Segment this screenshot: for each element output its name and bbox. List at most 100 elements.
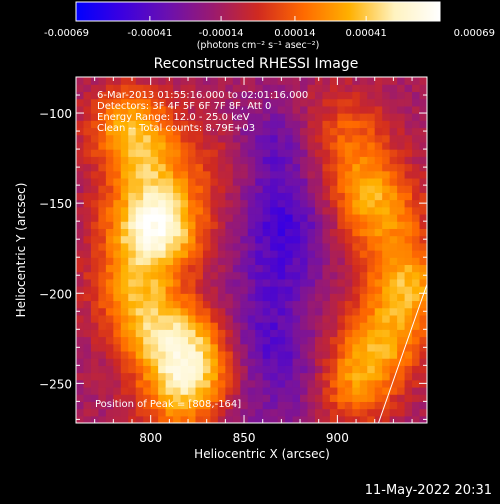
heatmap-cell [195,185,204,193]
heatmap-cell [90,105,100,114]
heatmap-cell [412,156,421,165]
heatmap-cell [367,98,376,107]
heatmap-cell [120,185,129,193]
heatmap-cell [113,250,122,258]
heatmap-cell [165,250,174,258]
heatmap-cell [382,408,391,417]
heatmap-cell [83,307,92,316]
heatmap-cell [382,170,391,179]
heatmap-cell [300,242,309,251]
heatmap-cell [173,127,182,136]
heatmap-cell [314,149,324,157]
heatmap-cell [165,113,174,121]
heatmap-cell [367,401,376,410]
heatmap-cell [300,329,309,338]
heatmap-cell [292,98,301,107]
heatmap-cell [90,213,100,222]
heatmap-cell [202,307,212,316]
heatmap-cell [397,98,406,107]
heatmap-cell [359,257,368,266]
heatmap-cell [128,156,137,165]
heatmap-cell [367,156,376,165]
heatmap-cell [352,105,361,114]
heatmap-cell [344,350,353,359]
heatmap-cell [247,408,256,417]
heatmap-cell [90,343,100,352]
heatmap-cell [210,170,219,179]
heatmap-cell [285,170,294,179]
heatmap-cell [165,293,174,302]
heatmap-cell [83,170,92,179]
heatmap-cell [352,350,361,359]
heatmap-cell [337,120,346,129]
heatmap-cell [98,105,107,114]
heatmap-cell [135,372,144,381]
heatmap-cell [300,170,309,179]
heatmap-cell [240,221,249,229]
heatmap-cell [285,379,294,388]
heatmap-cell [240,213,249,222]
heatmap-cell [98,156,107,165]
heatmap-cell [389,177,398,186]
heatmap-cell [217,350,226,359]
heatmap-cell [344,314,353,323]
heatmap-cell [98,286,107,294]
heatmap-cell [180,314,189,323]
heatmap-cell [98,170,107,179]
heatmap-cell [300,350,309,359]
heatmap-cell [419,408,427,417]
heatmap-cell [412,105,421,114]
heatmap-cell [412,307,421,316]
heatmap-cell [195,293,204,302]
heatmap-cell [165,271,174,280]
heatmap-cell [232,185,241,193]
heatmap-cell [195,235,204,244]
heatmap-cell [262,271,271,280]
heatmap-cell [270,105,279,114]
heatmap-cell [397,120,406,129]
heatmap-cell [322,336,331,345]
heatmap-cell [397,264,406,273]
heatmap-cell [98,250,107,258]
heatmap-cell [202,221,212,229]
heatmap-cell [180,307,189,316]
heatmap-cell [307,257,316,266]
heatmap-cell [374,192,383,201]
heatmap-cell [329,91,338,100]
heatmap-cell [165,329,174,338]
heatmap-cell [419,322,427,330]
heatmap-cell [165,170,174,179]
heatmap-cell [367,394,376,402]
heatmap-cell [188,199,197,208]
heatmap-cell [113,293,122,302]
heatmap-cell [135,228,144,237]
heatmap-cell [374,257,383,266]
heatmap-cell [98,401,107,410]
heatmap-cell [329,206,338,215]
heatmap-cell [359,358,368,366]
heatmap-cell [128,257,137,266]
heatmap-cell [225,329,234,338]
heatmap-cell [76,307,85,316]
heatmap-cell [270,386,279,395]
heatmap-cell [83,365,92,374]
heatmap-cell [135,386,144,395]
heatmap-cell [240,163,249,172]
heatmap-cell [255,141,264,150]
heatmap-cell [367,286,376,294]
heatmap-cell [367,206,376,215]
heatmap-cell [382,257,391,266]
heatmap-cell [217,336,226,345]
heatmap-cell [180,127,189,136]
heatmap-cell [292,177,301,186]
heatmap-cell [300,77,309,85]
heatmap-cell [389,221,398,229]
heatmap-cell [83,257,92,266]
heatmap-cell [150,185,159,193]
heatmap-cell [210,394,219,402]
heatmap-cell [135,77,144,85]
heatmap-cell [292,185,301,193]
heatmap-cell [225,170,234,179]
heatmap-cell [195,206,204,215]
heatmap-cell [98,235,107,244]
